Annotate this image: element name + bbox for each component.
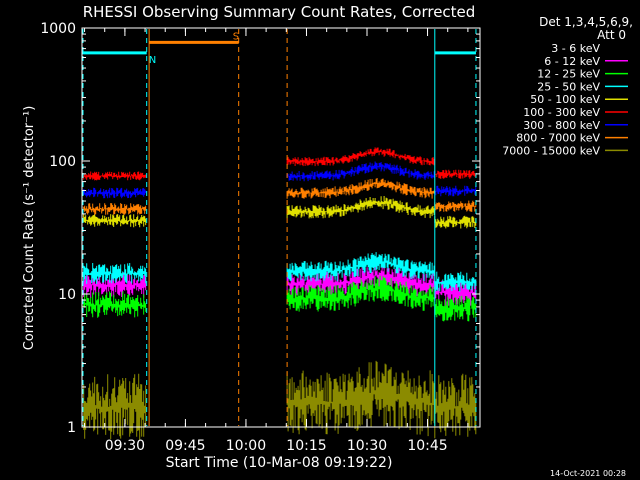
trace-3-6-kev-segment-1 [83,326,147,401]
markers-layer [82,29,477,426]
legend-label: 300 - 800 keV [523,119,600,132]
trace-50-100-kev-segment-3 [434,215,477,229]
legend-label: 50 - 100 keV [530,93,600,106]
legend-item-25-50-kev: 25 - 50 keV [537,80,628,93]
legend-item-50-100-kev: 50 - 100 keV [530,93,628,106]
x-axis-label: Start Time (10-Mar-08 09:19:22) [166,455,393,471]
series-3-6-kev [83,314,477,406]
trace-300-800-kev-segment-3 [434,185,477,197]
flags-layer: NS [82,31,476,66]
trace-800-7000-kev-segment-1 [83,203,147,215]
x-tick-label-1: 09:30 [105,438,145,454]
trace-800-7000-kev-segment-3 [434,200,477,212]
trace-3-6-kev-segment-2 [286,314,435,395]
legend-header-line-1: Det 1,3,4,5,6,9, [539,15,633,29]
trace-25-50-kev-segment-1 [83,263,147,284]
series-layer [83,147,477,440]
legend-label: 7000 - 15000 keV [502,144,600,157]
y-tick-label-1: 1 [67,420,76,436]
x-tick-label-6: 10:45 [407,438,447,454]
series-50-100-kev [83,196,477,229]
trace-6-12-kev-segment-1 [83,272,147,298]
trace-50-100-kev-segment-2 [286,196,435,219]
legend-label: 100 - 300 keV [523,106,600,119]
trace-12-25-kev-segment-2 [286,275,435,312]
y-tick-labels: 1 10 100 1000 [40,21,76,436]
series-12-25-kev [83,275,477,322]
x-tick-label-2: 09:45 [165,438,205,454]
cyan-flag: N [82,51,476,66]
legend-item-7000-15000-kev: 7000 - 15000 keV [502,144,628,157]
trace-12-25-kev-segment-3 [434,295,477,322]
chart-title: RHESSI Observing Summary Count Rates, Co… [83,3,476,21]
legend-item-800-7000-kev: 800 - 7000 keV [516,132,628,145]
series-300-800-kev [83,161,477,199]
legend-label: 6 - 12 keV [544,55,600,68]
legend-label: 25 - 50 keV [537,80,600,93]
trace-7000-15000-kev-segment-1 [83,373,147,440]
cyan-flag-label: N [149,55,156,66]
legend-item-300-800-kev: 300 - 800 keV [523,119,628,132]
trace-100-300-kev-segment-3 [434,169,477,179]
trace-800-7000-kev-segment-2 [286,178,435,199]
y-axis-label: Corrected Count Rate (s⁻¹ detector⁻¹) [22,106,37,351]
legend-label: 12 - 25 keV [537,68,600,81]
trace-300-800-kev-segment-1 [83,187,147,199]
legend-item-3-6-kev: 3 - 6 keV [551,42,628,55]
trace-12-25-kev-segment-1 [83,291,147,318]
x-tick-label-5: 10:30 [347,438,387,454]
legend-item-6-12-kev: 6 - 12 keV [544,55,628,68]
legend-item-12-25-kev: 12 - 25 keV [537,68,628,81]
trace-25-50-kev-segment-3 [434,271,477,292]
x-tick-labels: 09:30 09:45 10:00 10:15 10:30 10:45 [105,438,448,454]
y-tick-label-3: 100 [49,154,76,170]
legend-header-line-2: Att 0 [597,28,626,42]
series-100-300-kev [83,147,477,181]
trace-25-50-kev-segment-2 [286,252,435,282]
x-tick-label-4: 10:15 [286,438,326,454]
trace-100-300-kev-segment-2 [286,147,435,167]
orange-flag-label: S [233,31,239,42]
trace-100-300-kev-segment-1 [83,171,147,181]
series-25-50-kev [83,252,477,292]
ticks-layer [82,27,480,428]
series-7000-15000-kev [83,360,477,440]
legend-label: 3 - 6 keV [551,42,600,55]
orange-flag: S [149,31,239,44]
trace-7000-15000-kev-segment-2 [286,360,435,437]
plot-frame [81,27,481,428]
footer-timestamp: 14-Oct-2021 00:28 [550,469,626,478]
y-tick-label-4: 1000 [40,21,76,37]
x-tick-label-3: 10:00 [226,438,266,454]
legend-item-100-300-kev: 100 - 300 keV [523,106,628,119]
legend-label: 800 - 7000 keV [516,132,600,145]
y-tick-label-2: 10 [58,287,76,303]
trace-50-100-kev-segment-1 [83,214,147,228]
